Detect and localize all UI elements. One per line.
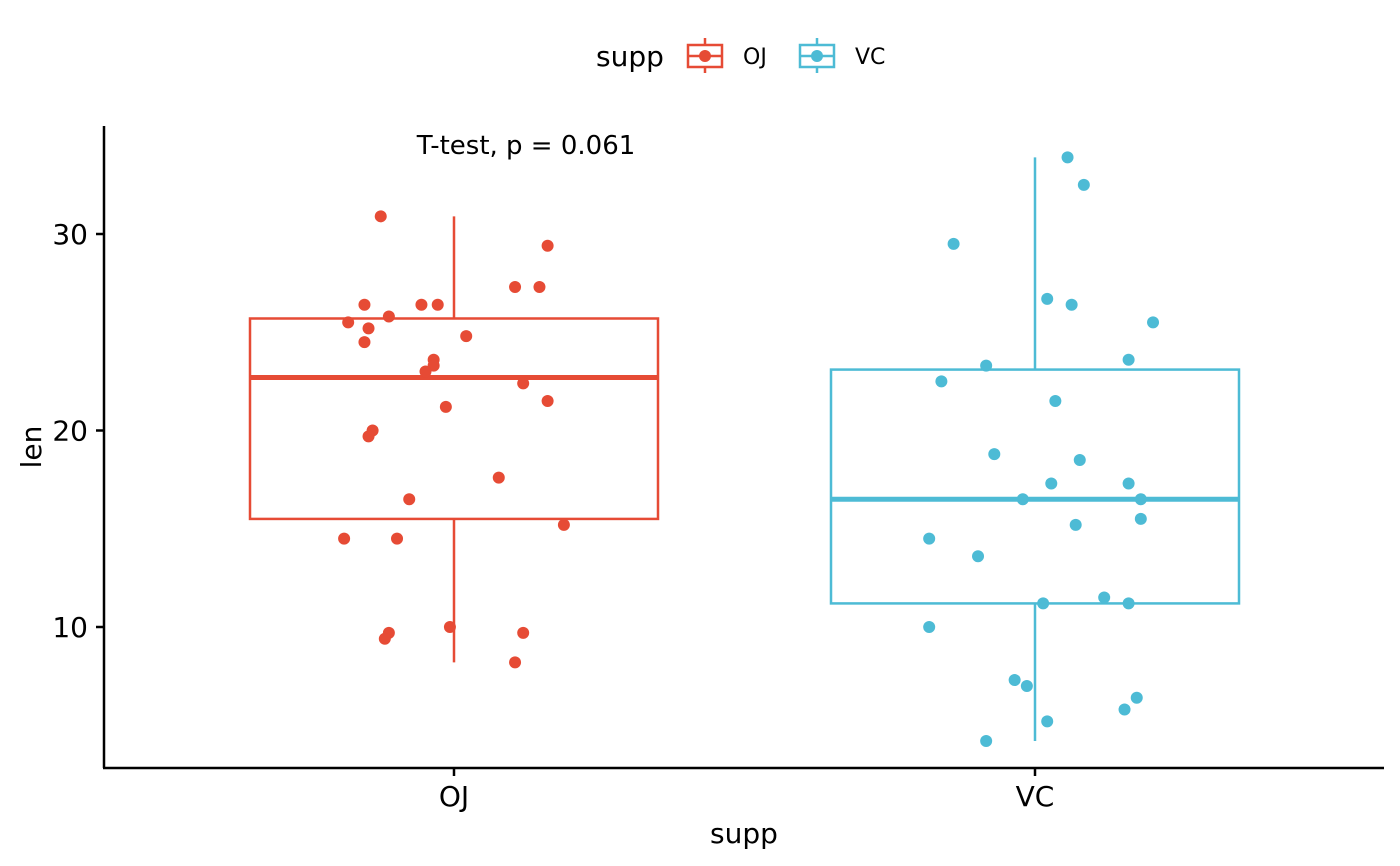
legend-title: supp [596,40,664,73]
data-point-oj [557,518,570,531]
data-point-vc [1122,597,1135,610]
data-point-oj [403,493,416,506]
data-point-vc [1118,703,1131,716]
data-point-oj [382,310,395,323]
x-ticks: OJ VC [439,768,1055,813]
data-point-vc [935,375,948,388]
data-point-oj [541,239,554,252]
data-point-oj [517,626,530,639]
data-point-vc [1098,591,1111,604]
legend-key-vc [798,38,836,73]
data-point-vc [980,359,993,372]
data-point-oj [391,532,404,545]
data-point-oj [509,281,522,294]
data-point-vc [923,532,936,545]
data-point-vc [1008,674,1021,687]
data-point-vc [1134,512,1147,525]
data-point-oj [362,430,375,443]
legend-label-vc: VC [855,45,885,70]
data-point-vc [1130,691,1143,704]
data-point-vc [1041,715,1054,728]
data-point-oj [439,400,452,413]
data-point-oj [517,377,530,390]
data-point-oj [378,632,391,645]
data-point-vc [923,621,936,633]
data-point-vc [972,550,985,563]
data-point-oj [338,532,351,545]
box-oj [248,317,660,521]
data-point-oj [541,395,554,408]
data-point-oj [419,365,432,378]
points-layer [338,151,1160,747]
y-tick-label: 30 [52,218,88,251]
y-tick-label: 20 [52,415,88,448]
data-point-oj [460,330,473,343]
legend: supp OJ VC [596,38,885,73]
y-ticks: 10 20 30 [52,218,104,644]
x-axis-title: supp [710,817,778,850]
data-point-oj [362,322,375,335]
data-point-vc [1020,679,1033,692]
data-point-oj [443,621,456,633]
data-point-vc [947,237,960,250]
data-point-oj [492,471,505,484]
data-point-oj [342,316,355,329]
data-point-vc [988,448,1001,461]
legend-key-oj [686,38,724,73]
data-point-vc [1134,493,1147,506]
data-point-vc [1061,151,1074,164]
data-point-vc [1147,316,1160,329]
y-axis-title: len [15,426,48,469]
data-point-vc [1077,178,1090,191]
data-point-vc [980,734,993,747]
data-point-oj [358,298,371,311]
data-point-vc [1045,477,1058,490]
boxes-layer [248,157,1241,741]
data-point-vc [1122,477,1135,490]
x-tick-label: VC [1016,780,1055,813]
x-tick-label: OJ [439,780,469,813]
data-point-vc [1073,453,1086,466]
box-vc [829,368,1241,605]
data-point-oj [374,210,387,223]
data-point-oj [431,298,444,311]
data-point-vc [1065,298,1078,311]
legend-label-oj: OJ [743,45,767,70]
data-point-vc [1016,493,1029,506]
t-test-annotation: T-test, p = 0.061 [416,131,636,161]
data-point-oj [358,336,371,349]
data-point-vc [1122,353,1135,366]
y-tick-label: 10 [52,611,88,644]
data-point-oj [533,281,546,294]
data-point-oj [509,656,522,669]
data-point-oj [415,298,428,311]
data-point-vc [1049,395,1062,408]
data-point-vc [1041,292,1054,305]
data-point-vc [1069,518,1082,531]
data-point-vc [1037,597,1050,610]
